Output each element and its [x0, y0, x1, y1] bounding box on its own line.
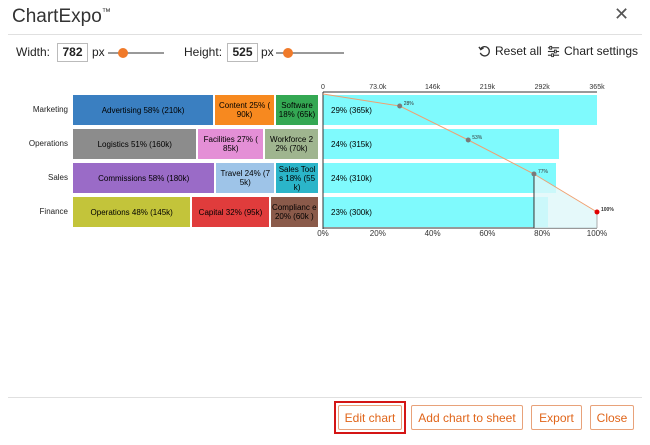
segment-operations-0[interactable]: Logistics 51% (160k) [72, 128, 198, 160]
segment-marketing-2[interactable]: Software 18% (65k) [275, 94, 319, 126]
width-slider-thumb[interactable] [118, 48, 128, 58]
segment-finance-1[interactable]: Capital 32% (95k) [191, 196, 270, 228]
row-label-marketing: Marketing [32, 105, 68, 114]
total-bar-finance[interactable]: 23% (300k) [323, 197, 549, 227]
top-axis-tick: 146k [425, 84, 441, 91]
footer-divider [8, 397, 642, 398]
segment-sales-1[interactable]: Travel 24% (7 5k) [215, 162, 276, 194]
row-label-operations: Operations [28, 139, 68, 148]
segment-marketing-0[interactable]: Advertising 58% (210k) [72, 94, 215, 126]
width-slider[interactable] [108, 52, 164, 54]
edit-chart-focus-outline [334, 401, 406, 434]
segment-sales-0[interactable]: Commissions 58% (180k) [72, 162, 216, 194]
top-axis-tick: 73.0k [369, 84, 387, 91]
width-unit: px [92, 45, 105, 59]
trademark-symbol: ™ [101, 6, 111, 17]
add-chart-to-sheet-button[interactable]: Add chart to sheet [411, 405, 523, 430]
chart-settings-button[interactable]: Chart settings [547, 44, 638, 58]
edit-chart-button[interactable]: Edit chart [338, 405, 402, 430]
height-slider-thumb[interactable] [283, 48, 293, 58]
segment-finance-2[interactable]: Complianc e 20% (60k ) [269, 196, 319, 228]
row-label-sales: Sales [47, 173, 68, 182]
cumulative-point-label: 100% [601, 207, 614, 213]
total-bar-operations[interactable]: 24% (315k) [323, 129, 560, 159]
width-label: Width: [16, 45, 51, 59]
header-divider [8, 34, 642, 35]
height-unit: px [261, 45, 274, 59]
total-bar-marketing[interactable]: 29% (365k) [323, 95, 597, 125]
app-title: ChartExpo™ [12, 6, 111, 28]
bottom-axis-tick: 100% [586, 229, 608, 238]
reset-icon [478, 45, 490, 57]
row-label-finance: Finance [39, 207, 68, 216]
bottom-axis-tick: 40% [424, 229, 441, 238]
cumulative-point [594, 209, 600, 215]
top-axis-tick: 219k [479, 84, 495, 91]
height-label: Height: [184, 45, 223, 59]
segment-marketing-1[interactable]: Content 25% ( 90k) [214, 94, 275, 126]
bottom-axis-tick: 80% [534, 229, 551, 238]
total-bar-sales[interactable]: 24% (310k) [323, 163, 556, 193]
sliders-icon [547, 45, 560, 57]
reset-all-label: Reset all [495, 44, 542, 58]
close-button[interactable]: Close [590, 405, 634, 430]
bottom-axis-tick: 20% [369, 229, 386, 238]
width-input[interactable]: 782 [57, 43, 88, 62]
segment-finance-0[interactable]: Operations 48% (145k) [72, 196, 192, 228]
close-icon[interactable]: ✕ [614, 4, 630, 24]
top-axis-tick: 292k [534, 84, 550, 91]
chart-settings-label: Chart settings [564, 44, 639, 58]
segment-sales-2[interactable]: Sales Tool s 18% (55 k) [275, 162, 319, 194]
app-title-text: ChartExpo [12, 6, 102, 27]
top-axis-tick: 365k [589, 84, 605, 91]
segment-operations-1[interactable]: Facilities 27% ( 85k) [197, 128, 265, 160]
height-input[interactable]: 525 [227, 43, 258, 62]
reset-all-button[interactable]: Reset all [478, 44, 542, 58]
top-axis-tick: 0 [321, 84, 325, 91]
bottom-axis-tick: 0% [317, 229, 329, 238]
segment-operations-2[interactable]: Workforce 2 2% (70k) [264, 128, 319, 160]
height-slider[interactable] [276, 52, 344, 54]
bottom-axis-tick: 60% [479, 229, 496, 238]
export-button[interactable]: Export [531, 405, 582, 430]
